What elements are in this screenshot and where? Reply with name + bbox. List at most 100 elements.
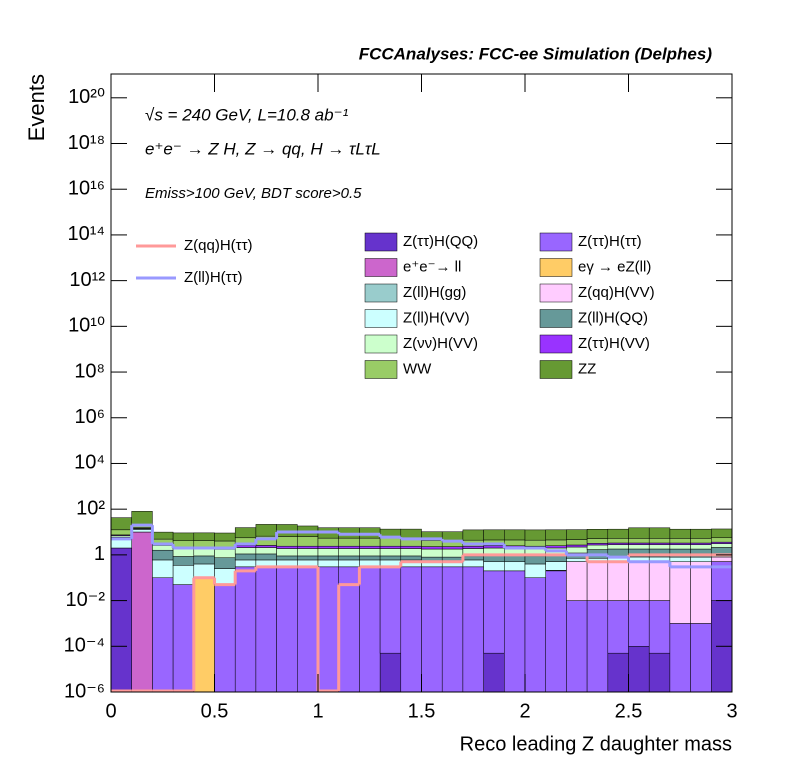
bar-segment [234, 566, 257, 693]
y-tick-label: 10¹² [69, 269, 105, 291]
bar-segment [545, 539, 567, 546]
annotation: e⁺e⁻ → Z H, Z → qq, H → τLτL [145, 139, 381, 158]
bar-segment [607, 600, 629, 654]
bar-segment [255, 553, 277, 561]
bar-segment [504, 539, 526, 547]
bar-segment [276, 524, 298, 537]
bar-segment [276, 548, 298, 557]
bar-segment [214, 557, 236, 569]
bar-segment [648, 600, 671, 654]
bar-segment [483, 529, 505, 541]
bar-segment [131, 511, 153, 526]
bar-segment [110, 547, 132, 693]
bar-segment [379, 548, 402, 557]
annotation: Emiss>100 GeV, BDT score>0.5 [145, 185, 362, 202]
bar-segment [441, 531, 464, 541]
bar-segment [711, 547, 733, 555]
bar-segment [317, 559, 339, 568]
bar-segment [483, 652, 505, 693]
bar-segment [297, 548, 319, 557]
bar-segment [648, 527, 671, 539]
bar-segment [441, 566, 464, 693]
bar-segment [193, 577, 215, 693]
bar-segment [152, 559, 174, 578]
bar-segment [690, 561, 712, 624]
bar-segment [234, 527, 257, 539]
bar-segment [214, 549, 236, 558]
bar-segment [524, 577, 546, 693]
bar-segment [297, 545, 319, 549]
y-tick-label: 10⁻⁶ [64, 680, 105, 702]
bar-segment [628, 538, 650, 544]
bar-segment [462, 529, 484, 541]
bar-segment [421, 566, 443, 693]
bar-segment [483, 545, 505, 549]
bar-segment [628, 561, 650, 601]
bar-segment [400, 545, 422, 549]
chart-title: FCCAnalyses: FCC-ee Simulation (Delphes) [359, 44, 713, 63]
bar-segment [379, 545, 402, 549]
legend-swatch [364, 232, 398, 252]
bar-segment [462, 545, 484, 549]
legend-label: e⁺e⁻→ ll [403, 258, 461, 275]
bar-segment [462, 555, 484, 561]
y-tick-label: 10⁴ [74, 452, 105, 474]
y-axis-label: Events [24, 74, 49, 141]
bar-segment [566, 546, 588, 554]
bar-segment [110, 529, 132, 536]
bar-segment [711, 556, 733, 562]
legend-label: Z(ττ)H(VV) [578, 335, 650, 352]
bar-segment [152, 549, 174, 561]
bar-segment [566, 544, 588, 548]
legend-label: Z(ll)H(VV) [403, 309, 470, 326]
legend-label: WW [403, 360, 432, 377]
legend-swatch [539, 360, 573, 379]
bar-segment [441, 548, 464, 558]
bar-segment [297, 536, 319, 547]
y-tick-label: 10²⁰ [68, 86, 105, 108]
bar-segment [255, 566, 277, 693]
x-tick-label: 1 [312, 700, 323, 722]
bar-segment [441, 546, 464, 550]
bar-segment [338, 555, 360, 561]
legend-swatch [539, 334, 573, 354]
bar-segment [172, 556, 195, 566]
legend-label: Z(ll)H(ττ) [184, 269, 243, 286]
bar-segment [359, 548, 381, 557]
bar-segment [338, 559, 360, 568]
bar-segment [359, 537, 381, 547]
bar-segment [379, 537, 402, 547]
bar-segment [607, 561, 629, 601]
bar-segment [586, 561, 609, 601]
bar-segment [379, 566, 402, 654]
bar-segment [504, 570, 526, 693]
x-tick-label: 3 [726, 700, 737, 722]
bar-segment [276, 555, 298, 561]
bar-segment [669, 556, 691, 562]
bar-segment [172, 584, 195, 693]
bar-segment [711, 528, 733, 539]
bar-segment [628, 600, 650, 647]
bar-segment [317, 566, 339, 693]
bar-segment [483, 561, 505, 572]
bar-segment [669, 623, 691, 693]
bar-segment [214, 584, 236, 693]
bar-segment [400, 528, 422, 539]
y-tick-label: 10² [76, 497, 105, 519]
bar-segment [586, 543, 609, 546]
bar-segment [152, 531, 174, 540]
y-tick-label: 1 [94, 543, 105, 565]
bar-segment [524, 555, 546, 565]
bar-segment [317, 545, 339, 549]
legend-swatch [539, 309, 573, 328]
bar-segment [690, 544, 712, 550]
bar-segment [193, 540, 215, 548]
bar-segment [566, 600, 588, 693]
x-tick-label: 0.5 [201, 700, 229, 722]
bar-segment [172, 565, 195, 585]
bar-segment [566, 539, 588, 546]
bar-segment [586, 600, 609, 693]
x-axis-label: Reco leading Z daughter mass [460, 733, 732, 755]
bar-segment [255, 524, 277, 537]
bar-segment [628, 646, 650, 693]
